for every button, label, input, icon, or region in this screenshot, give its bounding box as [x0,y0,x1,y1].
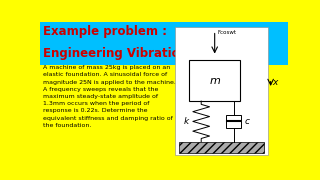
Text: Fcoswt: Fcoswt [218,30,237,35]
Text: Example problem :: Example problem : [43,25,167,38]
Text: A machine of mass 25kg is placed on an
elastic foundation. A sinusoidal force of: A machine of mass 25kg is placed on an e… [43,65,176,128]
Bar [175,27,268,155]
Text: Engineering Vibration Analysis: Engineering Vibration Analysis [43,47,247,60]
Text: c: c [245,117,250,126]
Text: k: k [184,117,189,126]
Bar [189,60,240,101]
Text: m: m [209,76,220,86]
Text: x: x [273,78,278,87]
Bar [179,142,264,153]
Bar [40,22,288,65]
Bar [226,115,241,128]
